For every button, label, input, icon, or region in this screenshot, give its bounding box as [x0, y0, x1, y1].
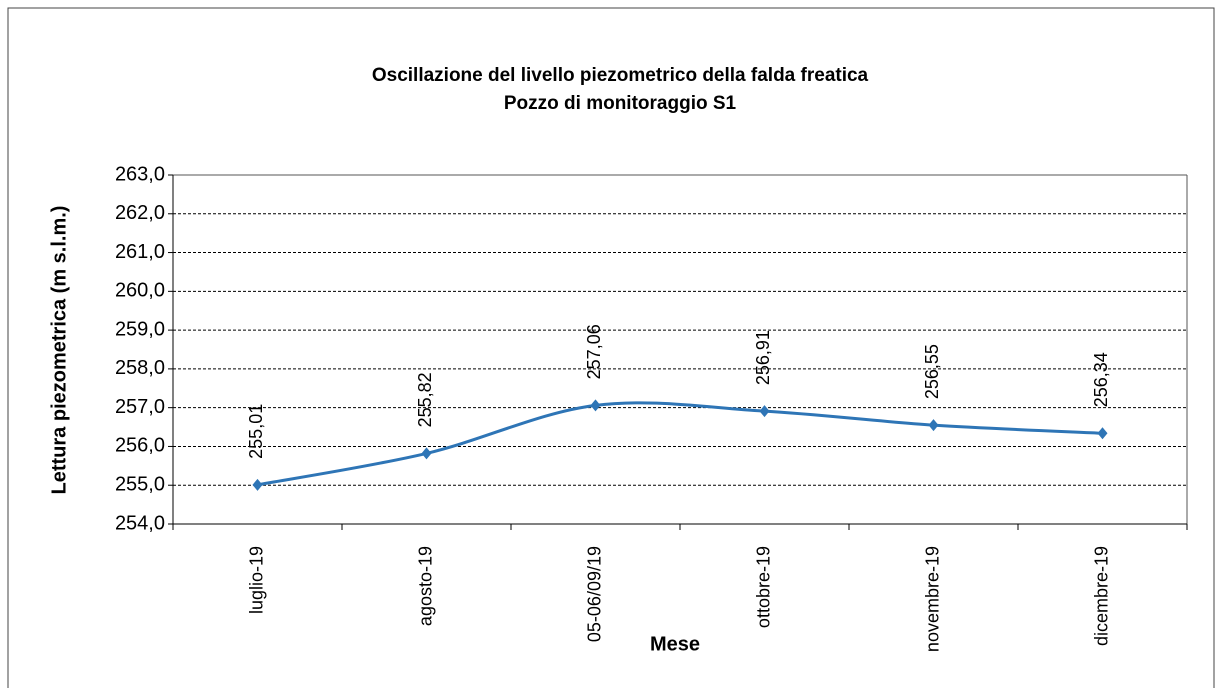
y-tick-label: 261,0	[115, 241, 165, 263]
x-tick-label: novembre-19	[922, 546, 942, 652]
y-tick-label: 258,0	[115, 357, 165, 379]
data-point	[252, 478, 263, 491]
y-tick-label: 260,0	[115, 280, 165, 302]
data-point	[590, 399, 601, 412]
data-point	[759, 405, 770, 418]
y-tick-label: 262,0	[115, 202, 165, 224]
data-point	[1097, 427, 1108, 440]
y-tick-label: 256,0	[115, 435, 165, 457]
x-tick-label: dicembre-19	[1091, 546, 1111, 646]
chart-subtitle: Pozzo di monitoraggio S1	[504, 93, 737, 114]
data-point	[928, 419, 939, 432]
chart-frame	[7, 7, 1215, 688]
data-label: 255,01	[246, 404, 266, 459]
x-tick-label: 05-06/09/19	[584, 546, 604, 642]
data-line	[257, 401, 1103, 487]
data-label: 256,34	[1091, 352, 1111, 407]
x-tick-label: agosto-19	[415, 546, 435, 626]
chart-title: Oscillazione del livello piezometrico de…	[372, 65, 869, 86]
data-point	[421, 447, 432, 460]
y-tick-label: 263,0	[115, 163, 165, 185]
y-tick-label: 259,0	[115, 318, 165, 340]
data-label: 257,06	[584, 324, 604, 379]
data-label: 256,91	[753, 330, 773, 385]
y-tick-label: 254,0	[115, 512, 165, 534]
y-axis-title: Lettura piezometrica (m s.l.m.)	[48, 206, 70, 495]
x-tick-label: ottobre-19	[753, 546, 773, 628]
x-tick-label: luglio-19	[246, 546, 266, 614]
y-tick-label: 257,0	[115, 396, 165, 418]
y-tick-label: 255,0	[115, 474, 165, 496]
x-axis-title: Mese	[650, 633, 700, 655]
data-label: 256,55	[922, 344, 942, 399]
data-label: 255,82	[415, 372, 435, 427]
